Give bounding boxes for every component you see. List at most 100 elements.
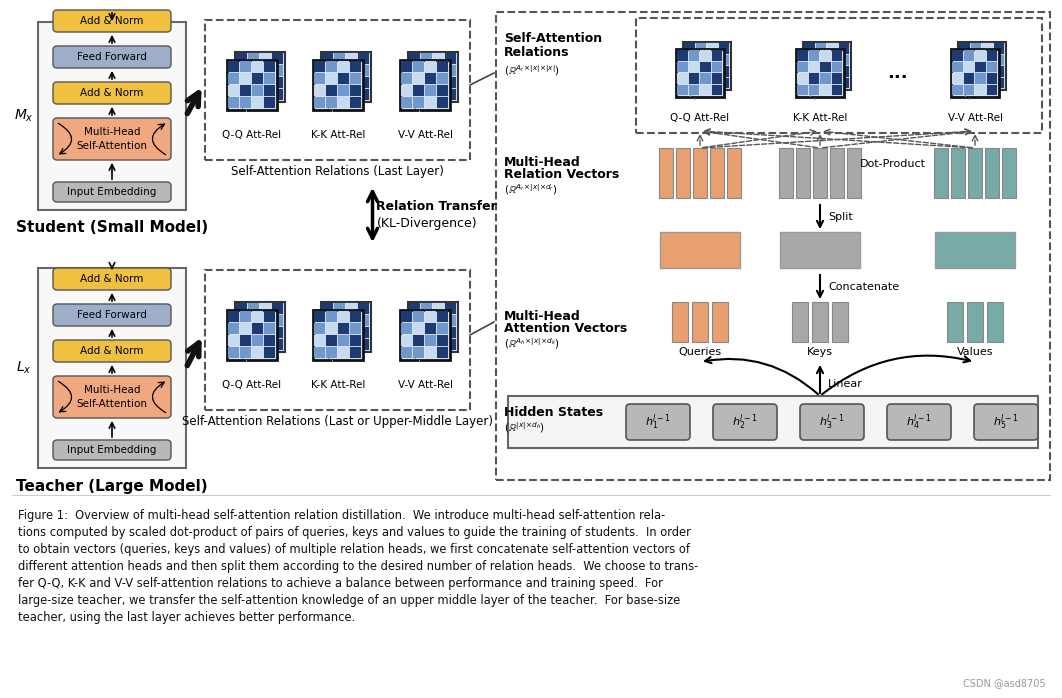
Bar — [401, 323, 412, 334]
Bar — [314, 347, 325, 358]
Bar — [700, 50, 710, 61]
Bar — [839, 54, 850, 65]
Bar — [421, 339, 432, 350]
Bar — [314, 97, 325, 108]
Bar — [710, 148, 724, 198]
Bar — [993, 77, 1005, 88]
Bar — [260, 303, 271, 314]
Bar — [796, 61, 808, 72]
Bar — [272, 327, 284, 339]
Bar — [445, 339, 457, 350]
Bar — [236, 65, 247, 76]
Text: Queries: Queries — [679, 347, 721, 357]
Bar — [827, 54, 838, 65]
Text: CSDN @asd8705: CSDN @asd8705 — [963, 678, 1046, 688]
Bar — [436, 61, 448, 72]
Bar — [236, 339, 247, 350]
Bar — [358, 327, 370, 339]
Bar — [688, 73, 699, 84]
Bar — [346, 53, 357, 64]
Bar — [409, 339, 421, 350]
Bar — [409, 303, 421, 314]
Bar — [413, 335, 424, 346]
Bar — [445, 89, 457, 101]
Text: Relation Vectors: Relation Vectors — [504, 168, 619, 181]
Bar — [413, 61, 424, 72]
Bar — [409, 315, 421, 326]
Text: V-V Att-Rel: V-V Att-Rel — [397, 130, 452, 140]
Bar — [975, 50, 986, 61]
Bar — [433, 77, 444, 88]
Text: ($\mathbb{R}^{|x|\!\times\!d_h}$): ($\mathbb{R}^{|x|\!\times\!d_h}$) — [504, 421, 545, 436]
Bar — [326, 347, 338, 358]
Bar — [413, 85, 424, 96]
Text: Self-Attention Relations (Last or Upper-Middle Layer): Self-Attention Relations (Last or Upper-… — [182, 415, 493, 427]
Bar — [321, 52, 371, 102]
Bar — [235, 302, 285, 352]
Bar — [358, 89, 370, 101]
Bar — [346, 77, 357, 88]
Text: Q-Q Att-Rel: Q-Q Att-Rel — [222, 380, 281, 390]
Bar — [792, 302, 808, 342]
Bar — [409, 77, 421, 88]
Bar — [958, 42, 1006, 90]
Bar — [326, 335, 338, 346]
Text: ($\mathbb{R}^{A_h\!\times\!|x|\!\times\!d_k}$): ($\mathbb{R}^{A_h\!\times\!|x|\!\times\!… — [504, 336, 560, 351]
Bar — [804, 43, 815, 54]
Text: ...: ... — [887, 64, 907, 82]
Bar — [228, 97, 239, 108]
FancyBboxPatch shape — [800, 404, 864, 440]
Bar — [796, 84, 808, 95]
Bar — [696, 54, 706, 65]
Text: $h_5^{l-1}$: $h_5^{l-1}$ — [993, 413, 1018, 432]
Bar — [832, 302, 847, 342]
Bar — [508, 396, 1038, 448]
Bar — [496, 12, 1050, 480]
Bar — [987, 73, 997, 84]
Bar — [959, 54, 970, 65]
Bar — [322, 327, 333, 339]
Text: Dot-Product: Dot-Product — [860, 159, 926, 169]
Bar — [935, 232, 1015, 268]
Bar — [707, 77, 718, 88]
Bar — [796, 49, 844, 97]
Bar — [445, 303, 457, 314]
Bar — [692, 302, 708, 342]
Bar — [804, 77, 815, 88]
Bar — [421, 89, 432, 101]
Bar — [401, 61, 412, 72]
Bar — [993, 66, 1005, 77]
Bar — [236, 303, 247, 314]
Bar — [205, 270, 470, 410]
Bar — [425, 61, 436, 72]
Bar — [322, 339, 333, 350]
Text: Values: Values — [957, 347, 993, 357]
Bar — [236, 89, 247, 101]
Text: V-V Att-Rel: V-V Att-Rel — [947, 113, 1003, 123]
Bar — [350, 323, 361, 334]
Bar — [987, 302, 1003, 342]
Bar — [228, 61, 239, 72]
Bar — [433, 53, 444, 64]
Bar — [322, 89, 333, 101]
Bar — [240, 347, 252, 358]
Bar — [950, 49, 999, 97]
Bar — [249, 315, 259, 326]
Bar — [236, 315, 247, 326]
Text: Self-Attention: Self-Attention — [504, 31, 602, 45]
Text: Add & Norm: Add & Norm — [81, 346, 143, 356]
Bar — [676, 49, 724, 97]
Bar — [236, 53, 247, 64]
Text: teacher, using the last layer achieves better performance.: teacher, using the last layer achieves b… — [18, 611, 356, 624]
Bar — [335, 65, 345, 76]
Bar — [38, 268, 186, 468]
Bar — [326, 97, 338, 108]
Bar — [796, 73, 808, 84]
Bar — [827, 66, 838, 77]
Bar — [249, 303, 259, 314]
Bar — [260, 53, 271, 64]
Text: Multi-Head: Multi-Head — [84, 385, 140, 395]
FancyBboxPatch shape — [974, 404, 1038, 440]
Bar — [322, 65, 333, 76]
Bar — [436, 97, 448, 108]
